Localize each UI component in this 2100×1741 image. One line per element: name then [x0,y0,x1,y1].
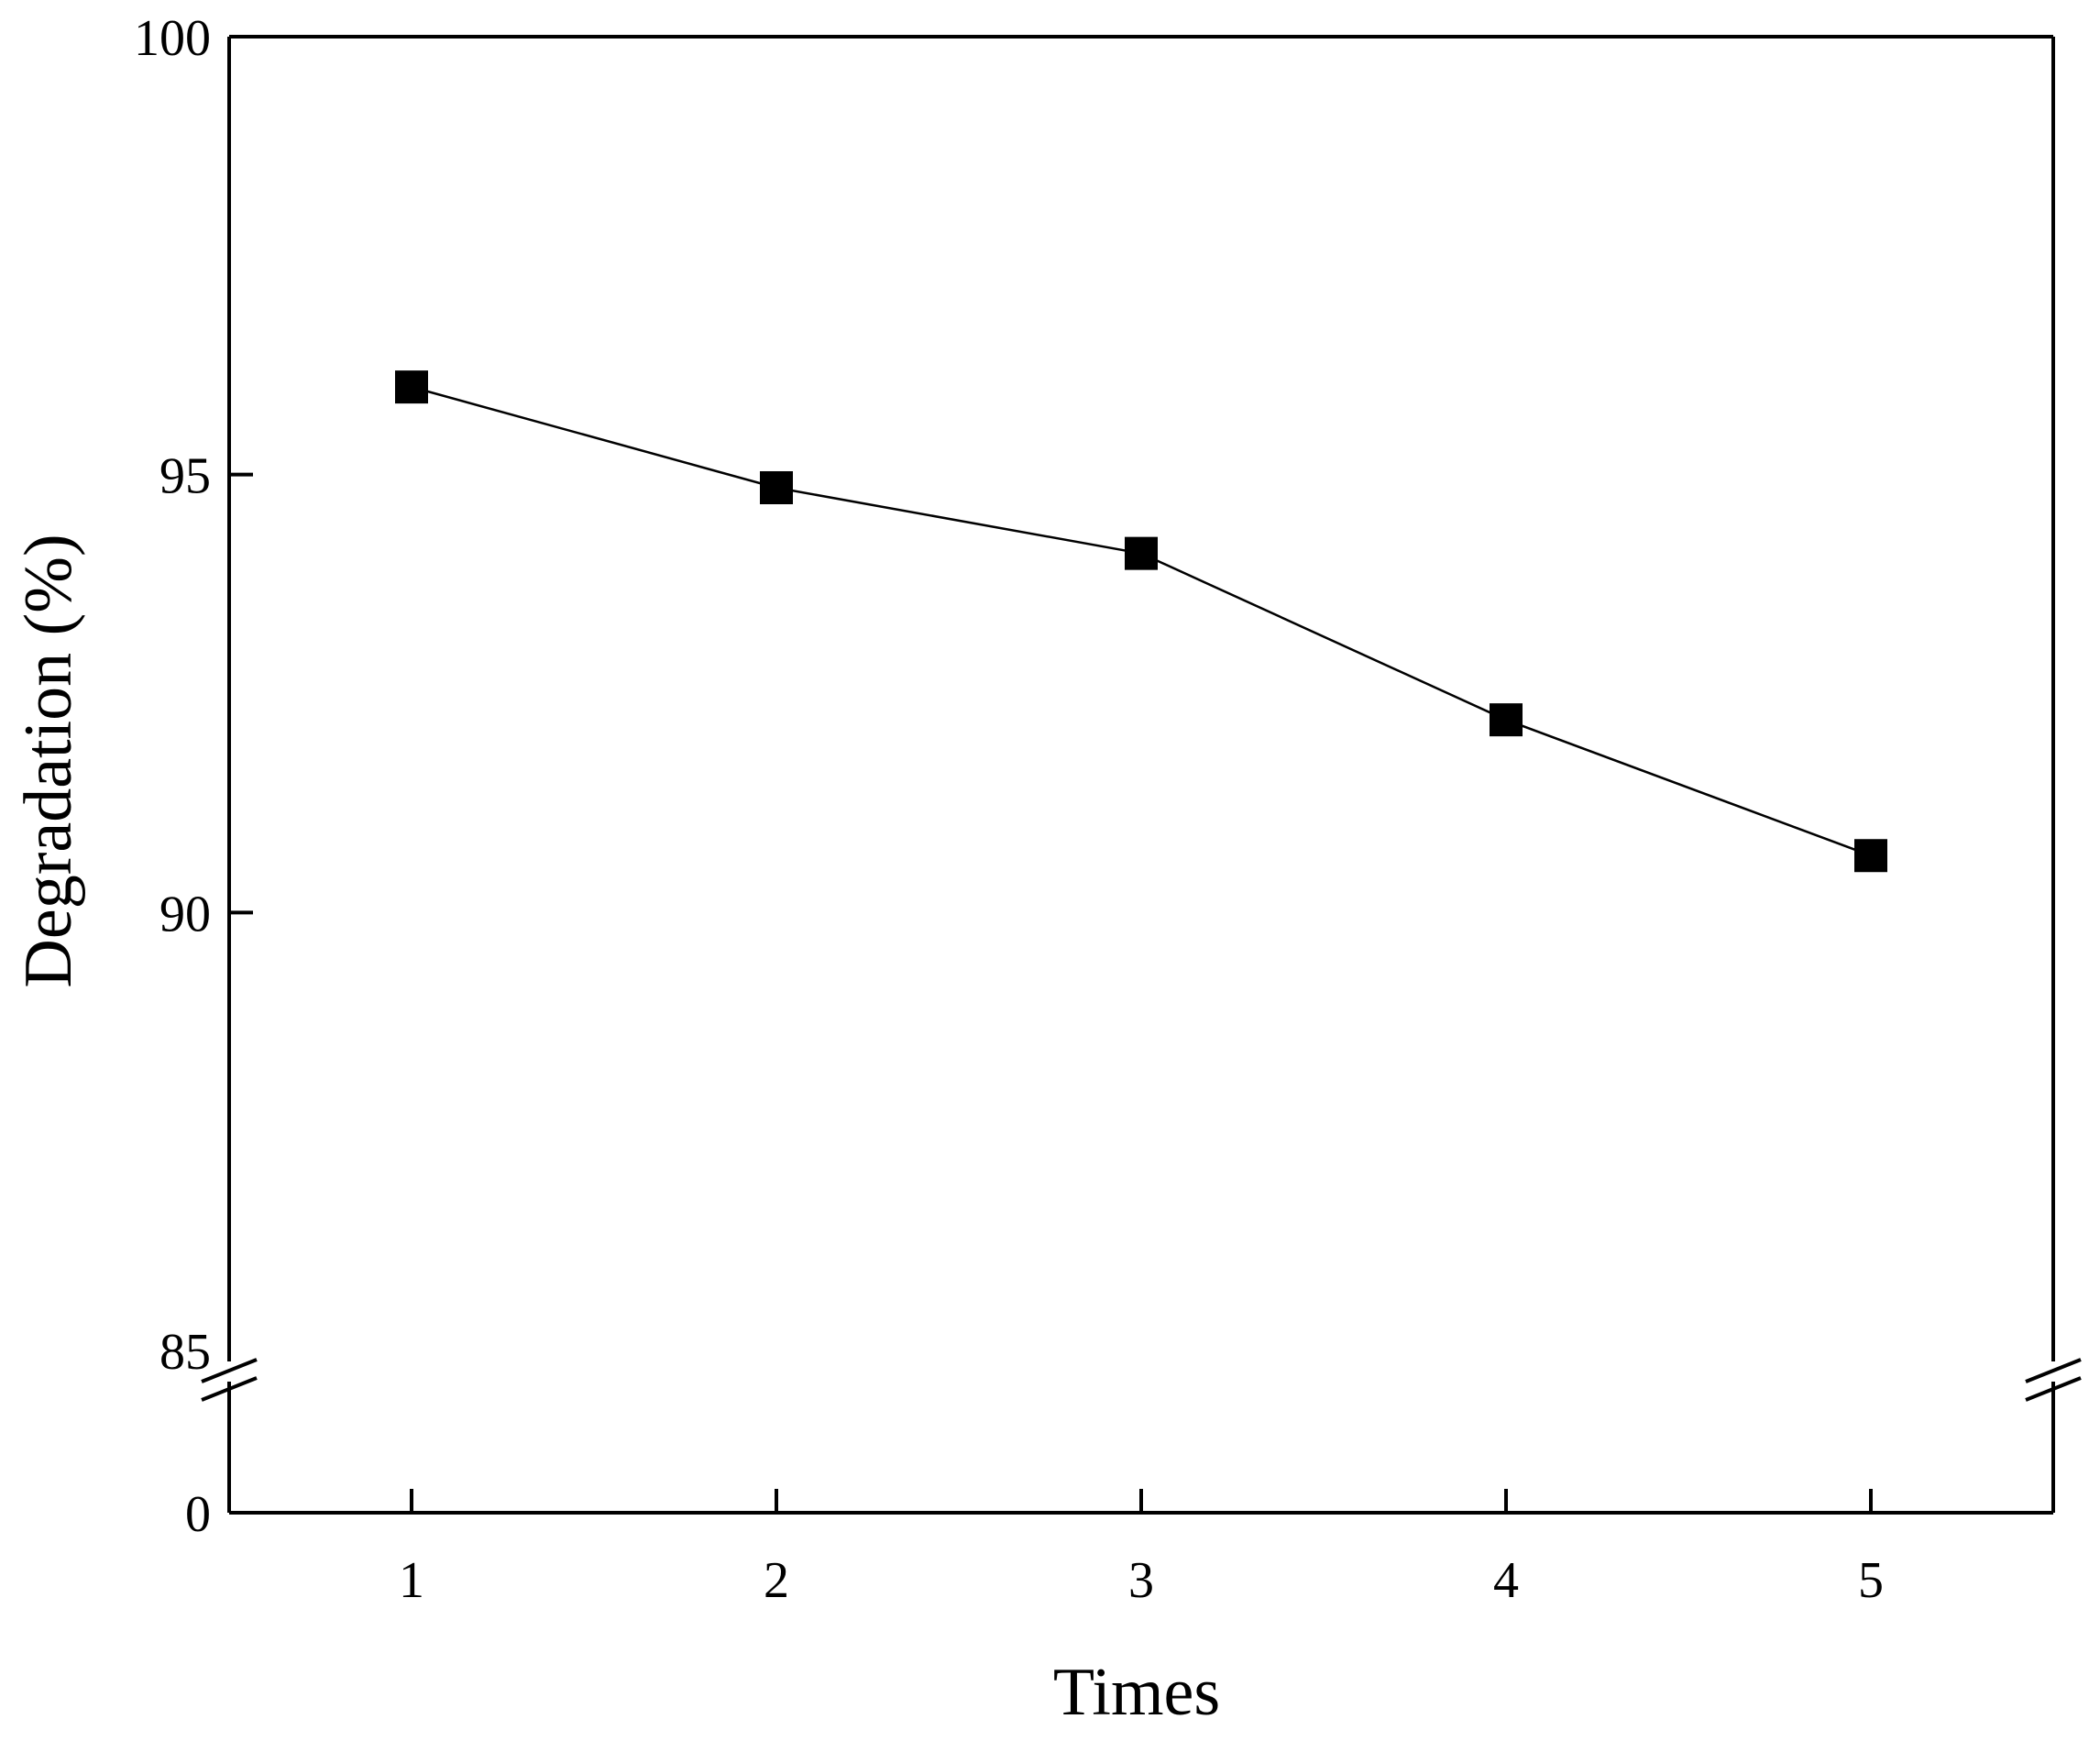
break-mark-left-1 [201,1358,258,1383]
axis-break-marks [201,1358,2082,1402]
y-tick-label: 100 [134,10,211,67]
x-tick-label: 5 [1858,1552,1884,1609]
data-point [760,470,793,504]
x-tick-label: 2 [764,1552,789,1609]
y-tick-label: 90 [159,886,211,942]
x-axis-title: Times [1053,1655,1220,1730]
series-line [411,385,1872,857]
x-axis-tick-labels: 1 2 3 4 5 [399,1552,1884,1609]
data-point [1490,703,1523,737]
y-tick-label: 0 [185,1486,211,1543]
x-tick-label: 1 [399,1552,424,1609]
data-point [1125,536,1158,570]
plot-frame [227,35,2055,1515]
break-mark-right-1 [2025,1358,2082,1383]
y-tick-label: 85 [159,1324,211,1381]
break-mark-right-2 [2025,1376,2082,1402]
y-axis-tick-labels: 85 90 95 100 0 [134,10,211,1543]
y-axis-title: Degradation (%) [11,534,86,987]
break-mark-left-2 [201,1376,258,1402]
y-tick-label: 95 [159,448,211,505]
data-point [1854,839,1887,873]
y-axis-ticks [229,472,253,915]
series-layer [395,370,1887,873]
x-tick-label: 4 [1493,1552,1519,1609]
data-point [395,370,428,404]
x-tick-label: 3 [1128,1552,1154,1609]
x-axis-ticks [410,1489,1873,1513]
